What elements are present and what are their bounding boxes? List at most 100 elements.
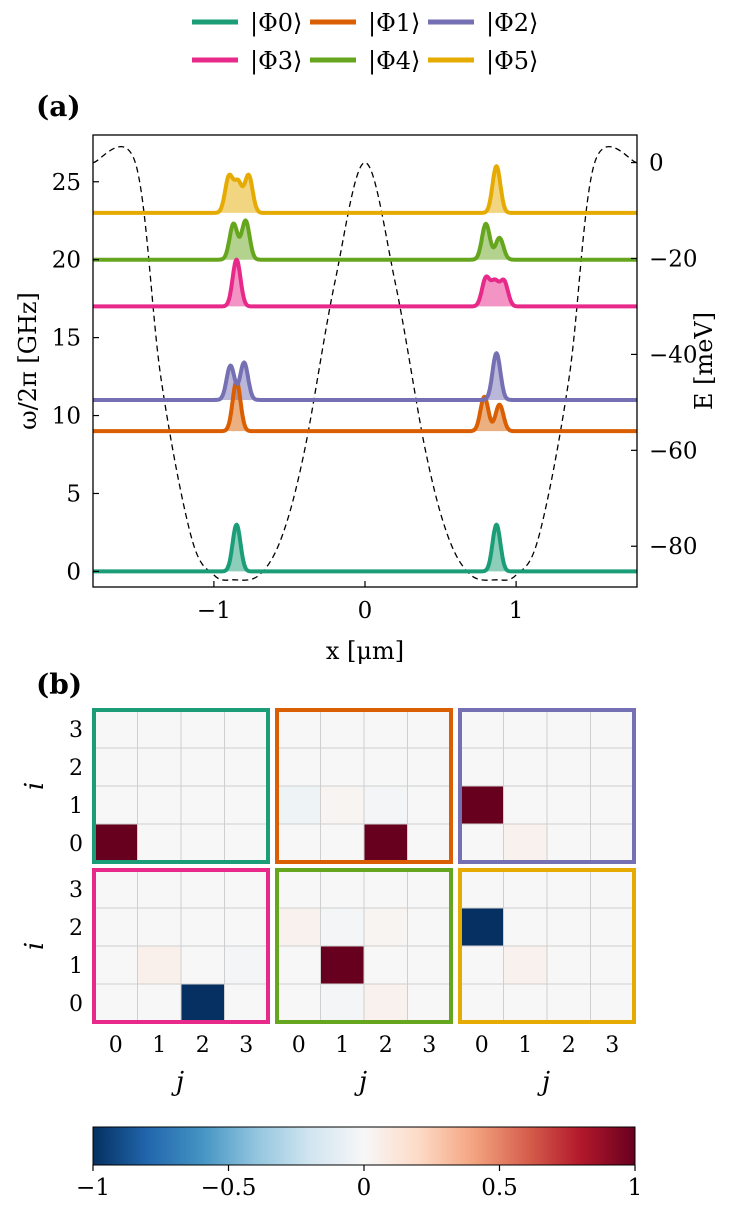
heatmap-3 <box>92 868 270 1024</box>
heatmap-cell <box>137 709 182 749</box>
heatmap-cell <box>459 709 504 749</box>
heatmap-cell <box>590 869 635 909</box>
heatmap-ytick-1-2: 2 <box>69 916 83 941</box>
colorbar-ticks: −1 −0.5 0 0.5 1 <box>76 1165 642 1201</box>
y-right-tick-label-3: −60 <box>649 438 698 464</box>
panel-a-label: (a) <box>36 90 81 123</box>
series-fill-3 <box>93 259 637 307</box>
heatmap-cell <box>224 983 269 1023</box>
heatmap-xlabel-0: j <box>171 1067 184 1097</box>
heatmap-cell <box>590 907 635 947</box>
heatmap-ytick-1-3: 3 <box>69 878 83 903</box>
heatmap-cell <box>407 907 452 947</box>
heatmap-cell <box>503 983 548 1023</box>
heatmap-xtick-1-0: 0 <box>292 1033 306 1058</box>
heatmap-xtick-2-0: 0 <box>475 1033 489 1058</box>
heatmap-cell <box>224 785 269 825</box>
heatmap-cell <box>276 869 321 909</box>
heatmap-cell <box>320 823 365 863</box>
heatmap-xtick-1-1: 1 <box>335 1033 349 1058</box>
heatmap-cell <box>503 747 548 787</box>
heatmap-cell <box>137 945 182 985</box>
legend: |Φ0⟩ |Φ1⟩ |Φ2⟩ |Φ3⟩ |Φ4⟩ |Φ5⟩ <box>192 9 538 76</box>
heatmap-cell <box>93 869 138 909</box>
heatmap-ytick-1-0: 0 <box>69 992 83 1017</box>
heatmap-cell <box>503 945 548 985</box>
heatmap-cell <box>224 709 269 749</box>
series-fill-2 <box>93 353 637 400</box>
heatmap-ytick-0-1: 1 <box>69 794 83 819</box>
heatmap-cell <box>180 747 225 787</box>
heatmap-cell <box>407 869 452 909</box>
y-right-tick-label-0: 0 <box>649 151 664 177</box>
heatmap-cell <box>503 907 548 947</box>
y-right-tick-label-2: −40 <box>649 342 698 368</box>
heatmap-cell <box>180 907 225 947</box>
heatmap-cell <box>363 945 408 985</box>
heatmap-cell <box>276 823 321 863</box>
heatmap-cell <box>276 747 321 787</box>
heatmap-cell <box>137 747 182 787</box>
heatmap-cell <box>93 709 138 749</box>
heatmap-xtick-1-3: 3 <box>422 1033 436 1058</box>
heatmap-xtick-0-2: 2 <box>196 1033 210 1058</box>
heatmap-cell <box>137 983 182 1023</box>
heatmap-cell <box>93 785 138 825</box>
heatmap-cell <box>93 945 138 985</box>
colorbar-tick-label-3: 0.5 <box>481 1175 518 1201</box>
y-axis-right-label: E [meV] <box>690 312 718 410</box>
panel-b-label: (b) <box>36 668 82 701</box>
heatmap-xlabel-2: j <box>537 1067 550 1097</box>
colorbar-tick-label-2: 0 <box>357 1175 372 1201</box>
heatmap-cell <box>363 869 408 909</box>
heatmap-cell <box>93 823 138 863</box>
heatmap-frame-3 <box>92 868 270 1024</box>
heatmap-ytick-0-3: 3 <box>69 718 83 743</box>
heatmap-1 <box>275 708 453 864</box>
potential-curve <box>92 146 638 581</box>
heatmap-xtick-2-3: 3 <box>605 1033 619 1058</box>
legend-label-2: |Φ2⟩ <box>486 9 538 38</box>
heatmap-ylabel-bottom: i <box>20 942 50 950</box>
heatmap-cell <box>459 747 504 787</box>
heatmap-cell <box>180 823 225 863</box>
y-left-tick-label-1: 5 <box>66 481 81 507</box>
heatmap-cell <box>503 823 548 863</box>
y-left-tick-label-3: 15 <box>52 326 81 352</box>
heatmap-cell <box>546 983 591 1023</box>
series-fill-4 <box>93 220 637 260</box>
heatmap-cell <box>180 983 225 1023</box>
heatmap-cell <box>407 785 452 825</box>
heatmap-cell <box>93 747 138 787</box>
heatmap-cell <box>137 785 182 825</box>
heatmap-cell <box>137 823 182 863</box>
heatmap-xtick-0-3: 3 <box>239 1033 253 1058</box>
heatmap-cell <box>180 785 225 825</box>
heatmap-cell <box>320 747 365 787</box>
heatmap-cell <box>546 823 591 863</box>
heatmap-cell <box>276 709 321 749</box>
y-right-tick-label-1: −20 <box>649 246 698 272</box>
x-axis-ticks: −1 0 1 <box>197 581 523 624</box>
legend-label-1: |Φ1⟩ <box>368 9 420 38</box>
x-axis-label: x [μm] <box>326 637 404 665</box>
heatmap-cell <box>363 785 408 825</box>
heatmap-cell <box>180 869 225 909</box>
series-line-2 <box>91 351 639 402</box>
heatmap-cell <box>546 907 591 947</box>
y-left-tick-label-5: 25 <box>52 170 81 196</box>
heatmap-frame-2 <box>458 708 636 864</box>
heatmap-cell <box>407 983 452 1023</box>
heatmap-cell <box>363 823 408 863</box>
heatmap-cell <box>459 785 504 825</box>
y-left-tick-label-4: 20 <box>52 248 81 274</box>
colorbar-tick-label-1: −0.5 <box>201 1175 257 1201</box>
heatmap-cell <box>276 983 321 1023</box>
y-left-tick-label-2: 10 <box>52 404 81 430</box>
heatmap-cell <box>363 709 408 749</box>
heatmap-cell <box>276 785 321 825</box>
heatmap-cell <box>590 823 635 863</box>
heatmap-xtick-2-1: 1 <box>518 1033 532 1058</box>
energy-level-plot: −1 0 1 0 5 10 15 20 25 0 −20 −40 −60 −80 ω/2π [GHz]… <box>14 134 718 665</box>
y-right-tick-label-4: −80 <box>649 534 698 560</box>
